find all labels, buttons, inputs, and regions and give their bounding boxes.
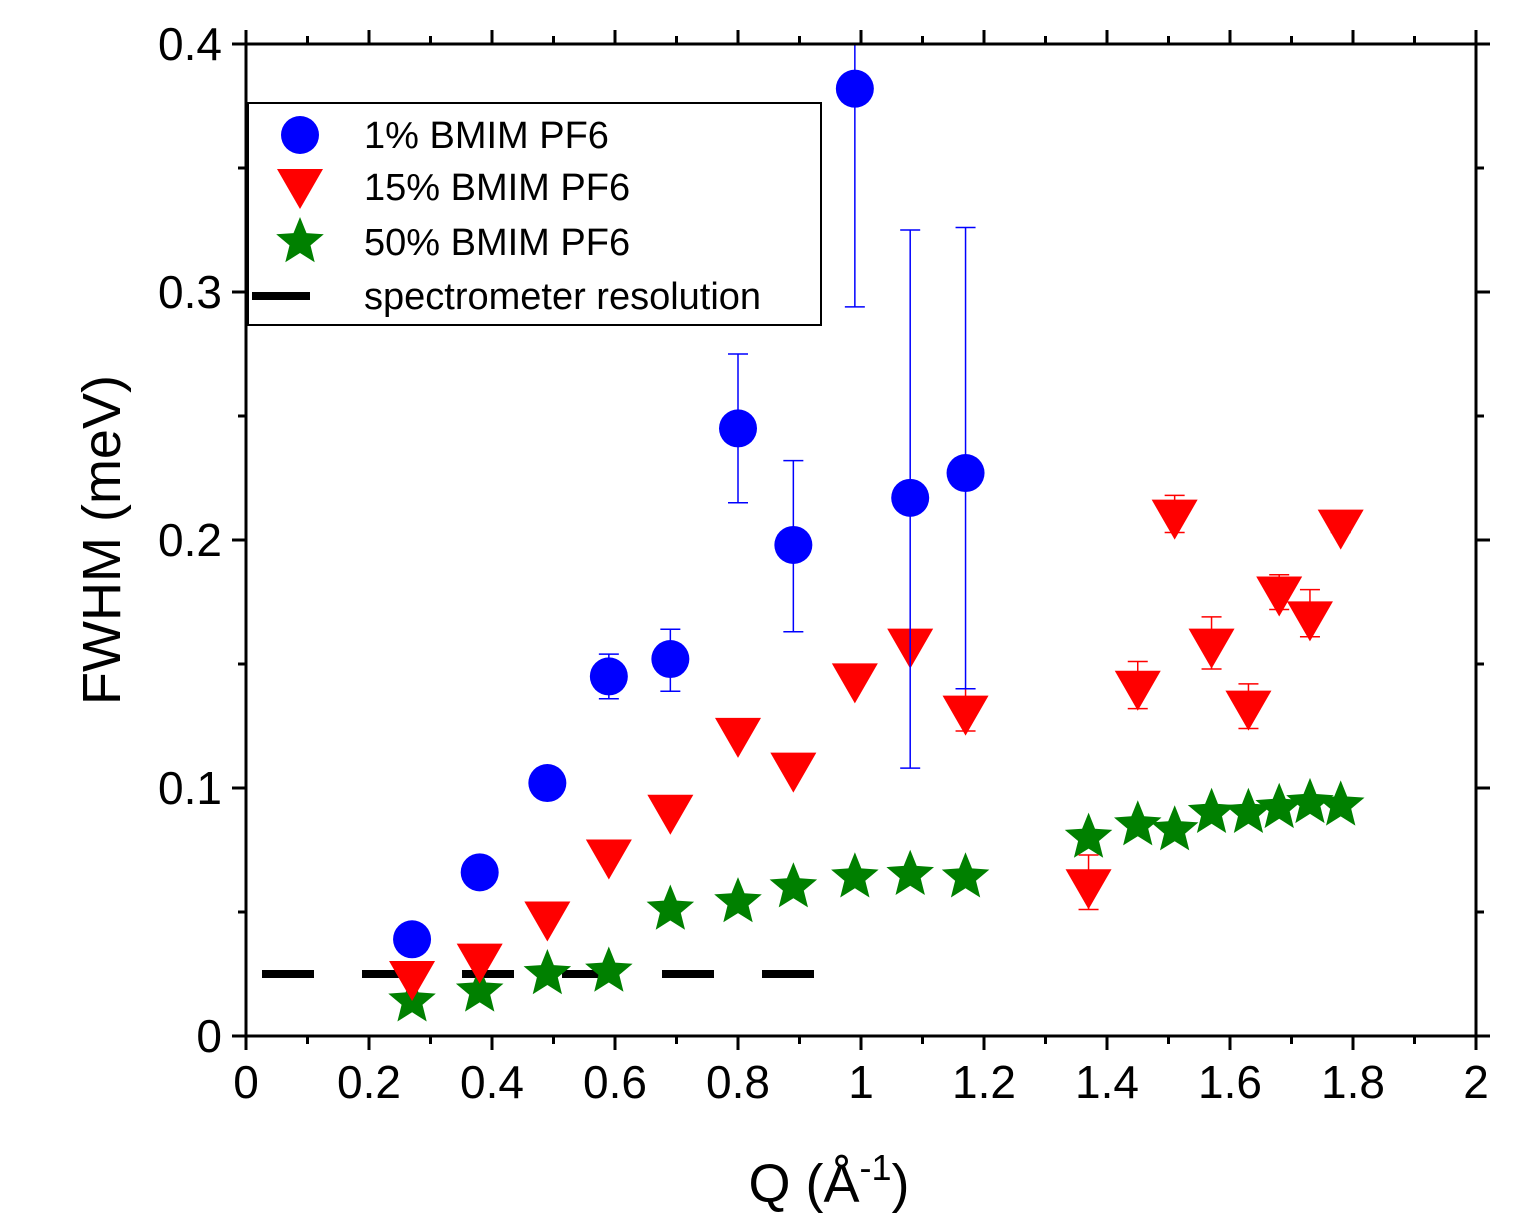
data-point-50-bmim-pf6 [941,852,990,898]
legend-box [247,102,822,326]
legend-swatch [281,116,319,154]
data-point-15-bmim-pf6 [1065,869,1112,910]
data-point-15-bmim-pf6 [770,752,817,793]
data-point-1-bmim-pf6 [835,69,874,108]
data-point-50-bmim-pf6 [455,966,504,1012]
data-point-50-bmim-pf6 [1187,787,1236,833]
data-point-15-bmim-pf6 [585,839,632,880]
data-point-50-bmim-pf6 [1286,777,1334,824]
data-point-15-bmim-pf6 [1188,628,1235,669]
data-point-15-bmim-pf6 [456,943,503,984]
data-point-1-bmim-pf6 [589,657,628,696]
data-point-50-bmim-pf6 [1114,800,1162,846]
data-point-1-bmim-pf6 [460,853,499,892]
legend: 1% BMIM PF6 15% BMIM PF6 50% BMIM PF6 spect… [247,102,822,326]
y-tick-label: 0.3 [158,266,222,318]
x-tick-label: 0.8 [706,1056,770,1108]
data-point-15-bmim-pf6 [1286,601,1333,642]
legend-label: 15% BMIM PF6 [364,167,630,209]
data-point-15-bmim-pf6 [1114,670,1161,711]
y-axis-label: FWHM (meV) [72,375,132,705]
data-point-50-bmim-pf6 [1064,812,1113,858]
x-tick-label: 0 [233,1056,259,1108]
data-point-1-bmim-pf6 [528,764,567,803]
legend-label: 1% BMIM PF6 [364,115,609,157]
legend-label: 50% BMIM PF6 [364,222,630,264]
legend-label: spectrometer resolution [364,276,761,318]
data-point-1-bmim-pf6 [393,920,432,959]
data-point-15-bmim-pf6 [1151,499,1198,540]
x-tick-label: 1.2 [952,1056,1016,1108]
data-point-15-bmim-pf6 [831,663,878,704]
data-point-50-bmim-pf6 [1316,780,1365,826]
data-point-15-bmim-pf6 [389,960,436,1001]
x-tick-label: 0.4 [460,1056,524,1108]
ticks-layer: 0 0.2 0.4 0.6 0.8 1 1.2 1.4 1.6 1.8 2 0 0.1 0.2 0.3 0.4 [158,18,1490,1108]
y-tick-label: 0.4 [158,18,222,70]
data-point-15-bmim-pf6 [647,794,694,835]
y-tick-label: 0 [196,1010,222,1062]
data-point-50-bmim-pf6 [646,884,695,930]
data-point-50-bmim-pf6 [585,946,633,992]
data-point-50-bmim-pf6 [1150,805,1199,851]
x-tick-label: 1 [848,1056,874,1108]
x-tick-label: 1.4 [1075,1056,1139,1108]
data-point-1-bmim-pf6 [891,478,930,517]
data-point-15-bmim-pf6 [1256,576,1303,617]
data-point-50-bmim-pf6 [831,852,879,898]
y-tick-label: 0.1 [158,762,222,814]
data-point-50-bmim-pf6 [714,877,762,923]
data-point-1-bmim-pf6 [719,409,757,448]
legend-swatch [276,217,324,263]
data-point-15-bmim-pf6 [524,901,571,942]
data-point-50-bmim-pf6 [523,949,572,995]
data-point-1-bmim-pf6 [774,525,813,564]
data-point-15-bmim-pf6 [942,695,989,736]
data-point-15-bmim-pf6 [715,717,761,758]
x-tick-label: 1.6 [1198,1056,1262,1108]
y-tick-label: 0.2 [158,514,222,566]
x-tick-label: 1.8 [1321,1056,1385,1108]
x-axis-label: Q (Å-1) [748,1147,909,1214]
data-point-50-bmim-pf6 [886,849,934,895]
data-point-50-bmim-pf6 [769,862,818,908]
legend-swatch [277,169,323,209]
x-tick-label: 0.2 [337,1056,401,1108]
data-point-1-bmim-pf6 [946,454,985,493]
data-point-1-bmim-pf6 [651,640,690,679]
data-point-15-bmim-pf6 [1317,509,1364,550]
data-layer [262,43,1365,1022]
x-axis-label-close: ) [892,1154,910,1214]
data-point-50-bmim-pf6 [1224,787,1273,833]
data-point-15-bmim-pf6 [1225,690,1272,731]
x-tick-label: 0.6 [583,1056,647,1108]
data-point-50-bmim-pf6 [1255,782,1303,829]
x-axis-label-main: Q (Å [748,1154,859,1214]
x-tick-label: 2 [1463,1056,1489,1108]
x-axis-label-sup: -1 [860,1147,892,1188]
